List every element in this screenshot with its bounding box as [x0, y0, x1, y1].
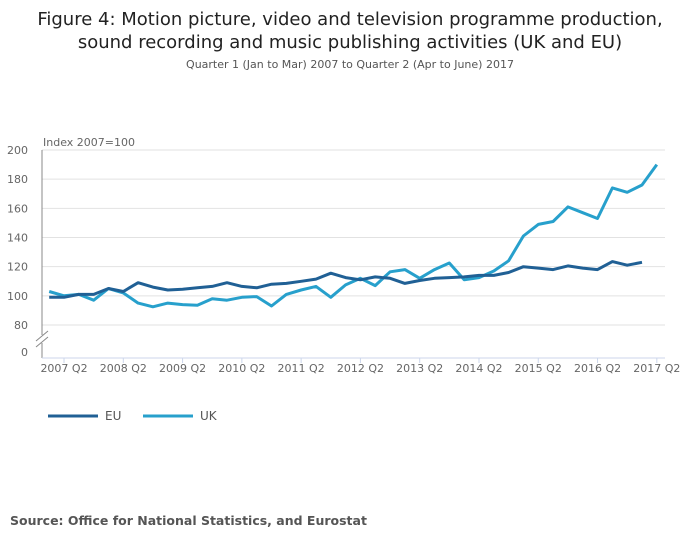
- y-axis-label: Index 2007=100: [43, 136, 135, 149]
- y-tick-label: 180: [7, 173, 28, 186]
- x-tick-label: 2014 Q2: [455, 362, 502, 375]
- x-tick-label: 2013 Q2: [396, 362, 443, 375]
- x-tick-label: 2010 Q2: [218, 362, 265, 375]
- axis-break-mark: [35, 336, 49, 348]
- chart-subtitle: Quarter 1 (Jan to Mar) 2007 to Quarter 2…: [186, 58, 514, 71]
- x-tick-label: 2015 Q2: [515, 362, 562, 375]
- source-note: Source: Office for National Statistics, …: [10, 513, 367, 528]
- y-tick-label: 160: [7, 202, 28, 215]
- y-tick-label: 140: [7, 232, 28, 245]
- y-tick-label: 80: [14, 319, 28, 332]
- x-tick-label: 2012 Q2: [337, 362, 384, 375]
- axis-break-mark: [35, 330, 49, 342]
- y-tick-label: 200: [7, 144, 28, 157]
- series-line-eu: [49, 260, 643, 299]
- legend-label-eu: EU: [105, 409, 121, 423]
- x-tick-label: 2008 Q2: [100, 362, 147, 375]
- y-tick-label: 0: [21, 346, 28, 359]
- chart-title: Figure 4: Motion picture, video and tele…: [37, 9, 663, 53]
- series-line-uk: [48, 163, 659, 309]
- y-tick-label: 100: [7, 290, 28, 303]
- x-tick-label: 2016 Q2: [574, 362, 621, 375]
- y-tick-label: 120: [7, 261, 28, 274]
- x-tick-label: 2011 Q2: [278, 362, 325, 375]
- x-tick-label: 2017 Q2: [633, 362, 680, 375]
- legend-label-uk: UK: [200, 409, 218, 423]
- x-tick-label: 2009 Q2: [159, 362, 206, 375]
- x-tick-label: 2007 Q2: [40, 362, 87, 375]
